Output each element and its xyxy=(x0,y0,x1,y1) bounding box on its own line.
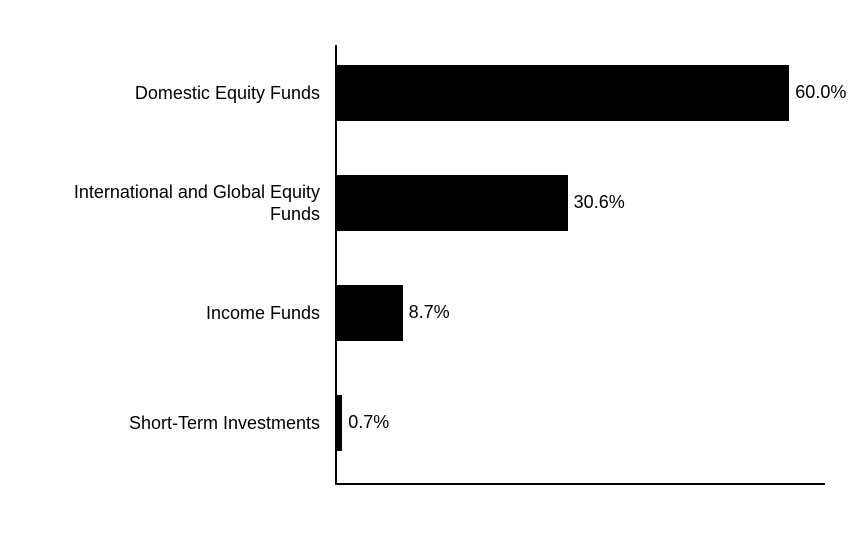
fund-allocation-bar-chart: 60.0% 30.6% 8.7% 0.7% Domestic Equity Funds… xyxy=(0,0,864,552)
bar xyxy=(337,395,342,451)
plot-area: 60.0% 30.6% 8.7% 0.7% xyxy=(335,45,825,485)
category-label: International and Global Equity Funds xyxy=(30,175,320,231)
bar-value-label: 0.7% xyxy=(348,412,389,433)
bar xyxy=(337,65,789,121)
category-label: Domestic Equity Funds xyxy=(30,65,320,121)
category-label: Income Funds xyxy=(30,285,320,341)
bar-row: 8.7% xyxy=(337,285,825,341)
bar-row: 0.7% xyxy=(337,395,825,451)
bar-value-label: 30.6% xyxy=(574,192,625,213)
category-label: Short-Term Investments xyxy=(30,395,320,451)
bar-value-label: 60.0% xyxy=(795,82,846,103)
bar-row: 60.0% xyxy=(337,65,825,121)
bar-value-label: 8.7% xyxy=(409,302,450,323)
bar-row: 30.6% xyxy=(337,175,825,231)
bar xyxy=(337,285,403,341)
bar xyxy=(337,175,568,231)
